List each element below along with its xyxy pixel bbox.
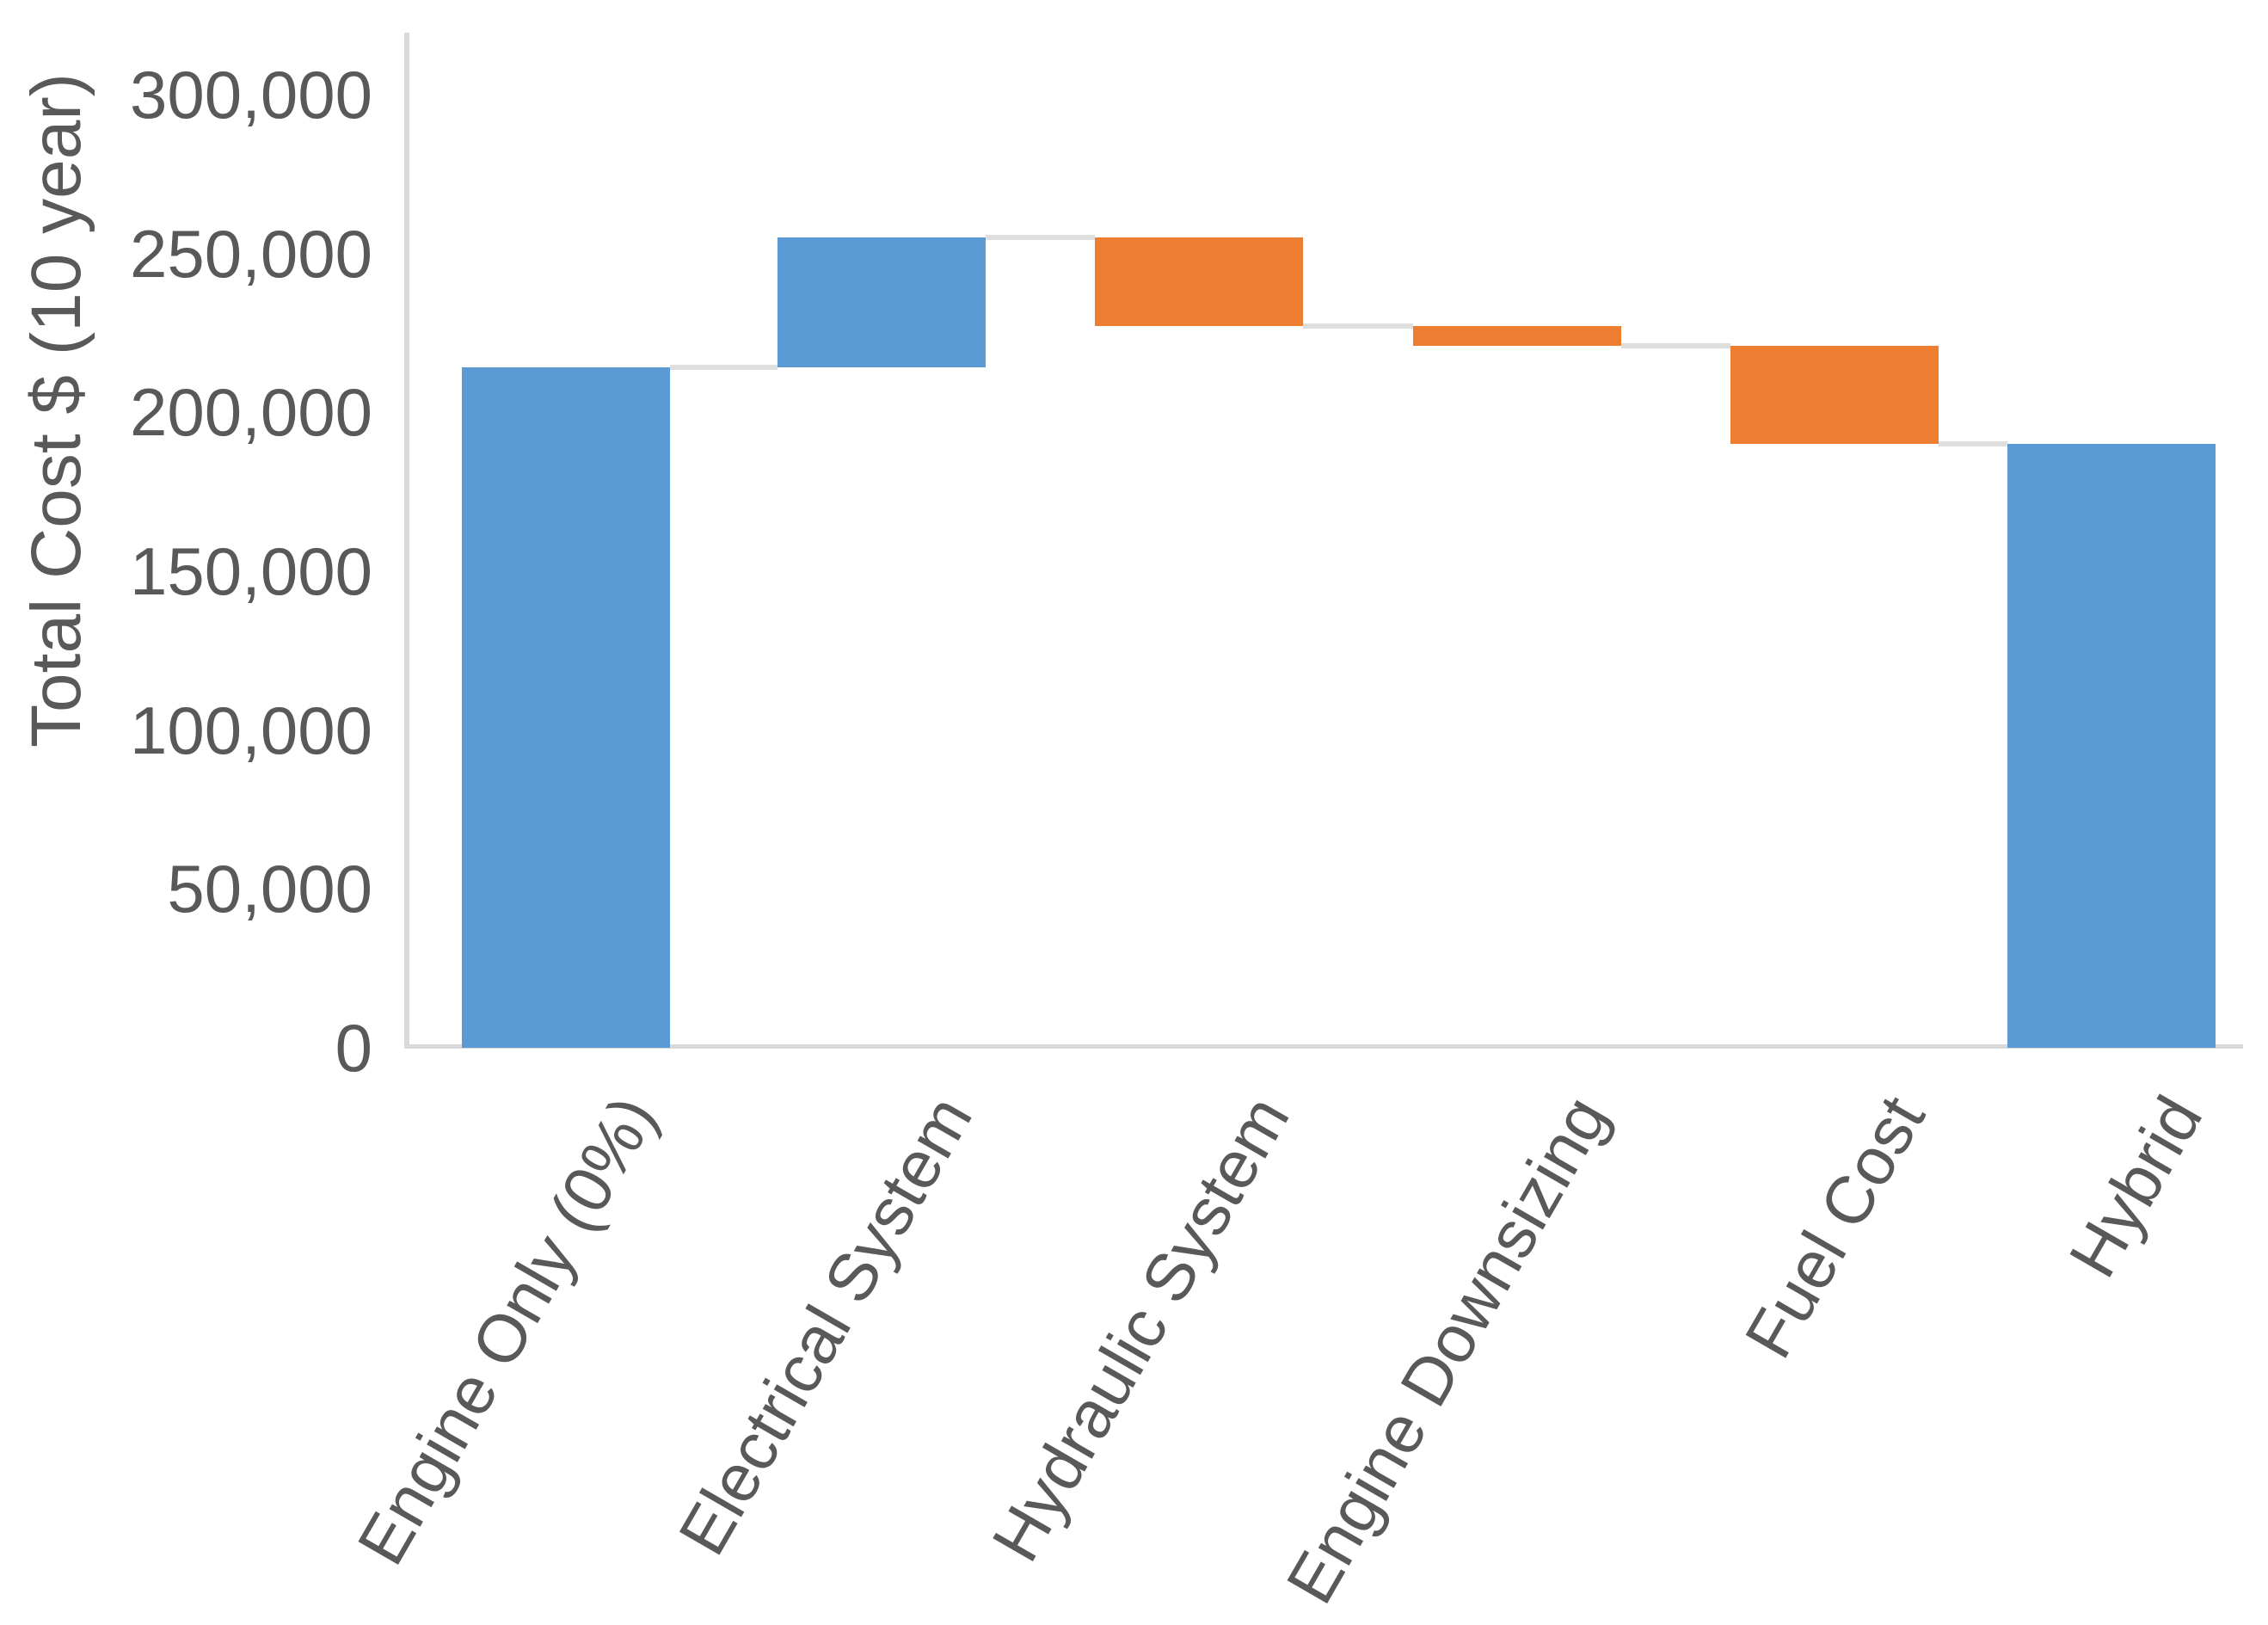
connector-line-5 <box>1939 441 2007 447</box>
connector-line-3 <box>1303 323 1413 329</box>
connector-line-2 <box>986 235 1095 241</box>
y-tick-label-200000: 200,000 <box>130 374 372 451</box>
bar-engine-only-0 <box>462 367 670 1048</box>
y-tick-label-150000: 150,000 <box>130 532 372 609</box>
x-category-label-hybrid: Hybrid <box>2053 1083 2216 1290</box>
bar-hybrid <box>2007 444 2216 1048</box>
y-axis-line <box>404 33 409 1048</box>
x-category-label-engine-downsizing: Engine Downsizing <box>1270 1083 1622 1616</box>
y-axis-title: Total Cost $ (10 year) <box>17 73 95 748</box>
connector-line-4 <box>1621 342 1730 348</box>
y-tick-label-0: 0 <box>335 1010 372 1086</box>
bar-hydraulic-system <box>1095 237 1303 327</box>
x-category-label-hydraulic-system: Hydraulic System <box>977 1083 1304 1574</box>
y-tick-label-250000: 250,000 <box>130 215 372 292</box>
bar-fuel-cost <box>1730 345 1939 445</box>
x-axis-line <box>404 1044 2243 1049</box>
x-category-label-fuel-cost: Fuel Cost <box>1730 1083 1939 1370</box>
connector-line-1 <box>670 365 778 371</box>
x-category-label-engine-only-0: Engine Only (0%) <box>342 1083 671 1577</box>
bar-electrical-system <box>778 237 986 368</box>
y-tick-label-50000: 50,000 <box>167 851 372 927</box>
bar-engine-downsizing <box>1413 326 1621 346</box>
x-category-label-electrical-system: Electrical System <box>663 1083 986 1567</box>
y-tick-label-100000: 100,000 <box>130 692 372 768</box>
y-tick-label-300000: 300,000 <box>130 56 372 132</box>
